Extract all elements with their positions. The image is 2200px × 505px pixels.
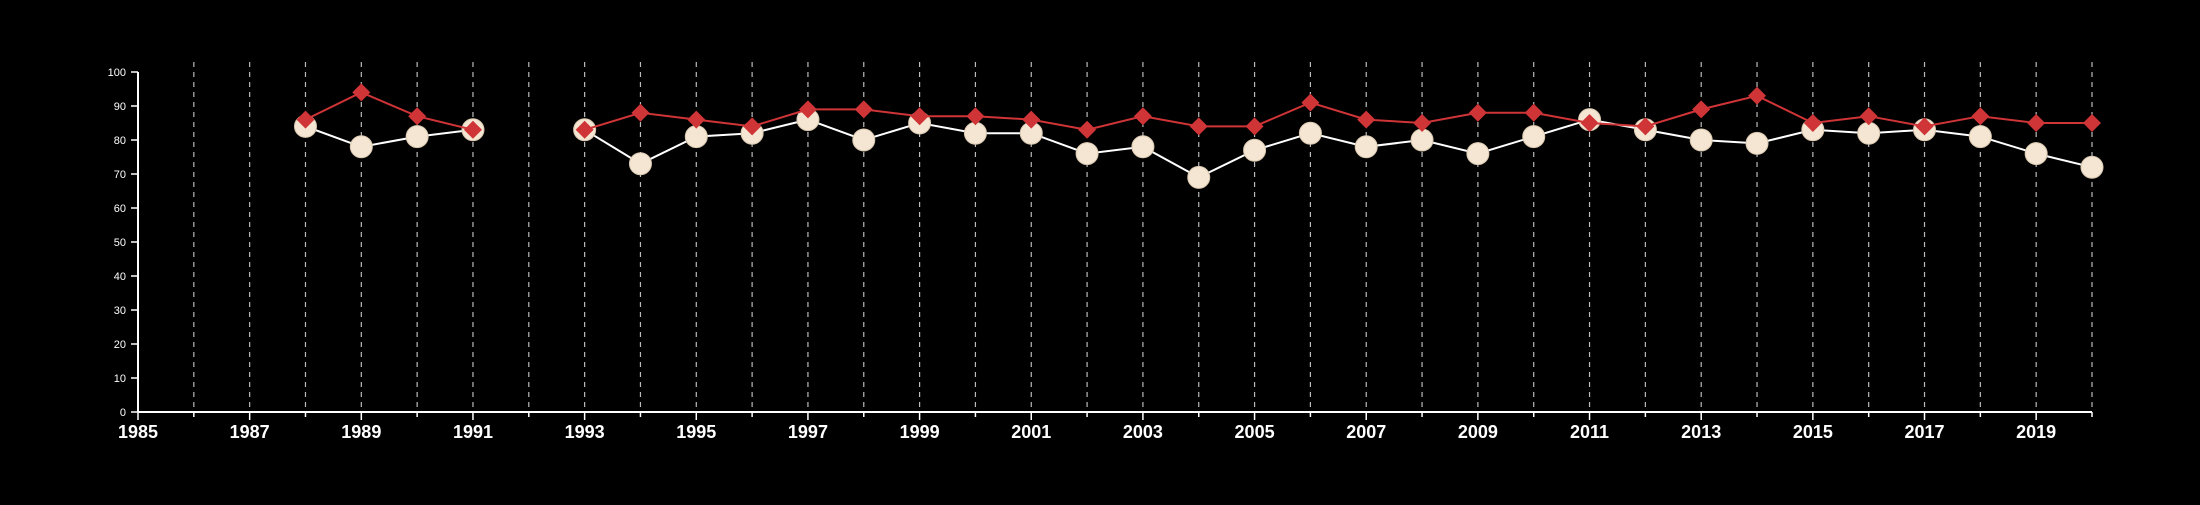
series-circles-point-2000 <box>963 121 987 145</box>
series-diamonds-point-1993 <box>575 120 594 139</box>
series-diamonds-point-2008 <box>1413 114 1432 132</box>
series-diamonds-point-1995 <box>687 110 706 129</box>
x-tick-label-1993: 1993 <box>565 422 605 442</box>
series-diamonds-point-2011 <box>1580 114 1599 132</box>
x-tick-label-1991: 1991 <box>453 422 493 442</box>
y-tick-label-0: 0 <box>120 407 126 419</box>
series-diamonds-point-2002 <box>1078 120 1097 139</box>
x-tick-label-1987: 1987 <box>230 422 270 442</box>
x-tick-label-2001: 2001 <box>1011 422 1051 442</box>
series-diamonds-point-2009 <box>1468 103 1487 122</box>
axes: 0 10 20 30 40 50 60 70 80 90 100 1985 1987 1989 1991 19… <box>108 67 2093 442</box>
series-diamonds-point-2012 <box>1636 117 1655 136</box>
series-diamonds-point-1994 <box>631 103 650 122</box>
x-tick-label-2017: 2017 <box>1904 422 1944 442</box>
x-tick-label-2013: 2013 <box>1681 422 1721 442</box>
series-diamonds-point-2016 <box>1859 107 1878 126</box>
series-diamonds-line-segment-0 <box>305 91 474 131</box>
series-diamonds-point-1991 <box>463 120 482 139</box>
x-tick-label-2011: 2011 <box>1570 422 1609 442</box>
y-tick-label-50: 50 <box>114 237 126 249</box>
series-circles-point-2019 <box>2024 142 2048 166</box>
series-circles-point-2006 <box>1298 121 1322 145</box>
series-diamonds <box>296 83 2101 139</box>
series-diamonds-point-2010 <box>1524 103 1543 122</box>
x-tick-label-1989: 1989 <box>341 422 381 442</box>
series-circles-point-1994 <box>628 152 652 176</box>
series-diamonds-point-2004 <box>1189 117 1208 136</box>
y-tick-label-30: 30 <box>114 305 126 317</box>
series-circles-point-2004 <box>1187 165 1211 189</box>
series-diamonds-point-1999 <box>910 107 929 126</box>
x-tick-label-2015: 2015 <box>1793 422 1833 442</box>
series-circles-point-2016 <box>1857 121 1881 145</box>
series-circles-point-1998 <box>852 128 876 152</box>
series-diamonds-point-2019 <box>2027 114 2046 132</box>
series-diamonds-point-2013 <box>1692 100 1711 119</box>
series-diamonds-point-2003 <box>1133 107 1152 126</box>
series-diamonds-point-2005 <box>1245 117 1264 136</box>
series-circles-point-2020 <box>2080 155 2104 179</box>
x-tick-label-2009: 2009 <box>1458 422 1498 442</box>
x-tick-label-2019: 2019 <box>2016 422 2056 442</box>
series-circles-point-2013 <box>1689 128 1713 152</box>
series-diamonds-line-segment-1 <box>584 94 2092 131</box>
series-diamonds-point-2001 <box>1022 110 1041 129</box>
series-circles-line-segment-1 <box>584 118 2093 179</box>
series-diamonds-point-2018 <box>1971 107 1990 126</box>
gridlines <box>193 62 2093 412</box>
x-tick-label-2003: 2003 <box>1123 422 1163 442</box>
series-diamonds-point-1997 <box>798 100 817 119</box>
series-circles-point-1989 <box>349 135 373 159</box>
series-circles-point-2009 <box>1466 142 1490 166</box>
series-diamonds-point-1989 <box>352 83 371 102</box>
series-diamonds-point-2015 <box>1803 114 1822 132</box>
y-tick-label-40: 40 <box>114 271 126 283</box>
series-circles-point-2003 <box>1131 135 1155 159</box>
series-layer <box>293 83 2104 189</box>
series-diamonds-point-1996 <box>743 117 762 136</box>
series-circles-point-1995 <box>684 125 708 149</box>
series-circles-point-2008 <box>1410 128 1434 152</box>
series-circles-point-2005 <box>1243 138 1267 162</box>
series-diamonds-point-2000 <box>966 107 985 126</box>
series-circles-point-2014 <box>1745 131 1769 155</box>
x-tick-label-1995: 1995 <box>676 422 716 442</box>
series-diamonds-point-2020 <box>2083 114 2101 132</box>
x-tick-label-1999: 1999 <box>900 422 940 442</box>
series-circles-point-2018 <box>1968 125 1992 149</box>
x-tick-label-1985: 1985 <box>118 422 158 442</box>
x-tick-label-2005: 2005 <box>1235 422 1275 442</box>
y-tick-label-100: 100 <box>108 67 126 79</box>
series-circles-line-segment-0 <box>305 125 474 148</box>
y-tick-label-10: 10 <box>114 373 126 385</box>
y-tick-label-60: 60 <box>114 203 126 215</box>
series-circles-point-2007 <box>1354 135 1378 159</box>
series-circles-point-2002 <box>1075 142 1099 166</box>
series-circles-point-1990 <box>405 125 429 149</box>
series-diamonds-point-2006 <box>1301 93 1320 112</box>
series-diamonds-point-2007 <box>1357 110 1376 129</box>
x-tick-label-2007: 2007 <box>1346 422 1386 442</box>
series-diamonds-point-1988 <box>296 110 315 129</box>
series-diamonds-point-1990 <box>408 107 427 126</box>
series-diamonds-point-1998 <box>854 100 873 119</box>
y-tick-label-90: 90 <box>114 101 126 113</box>
y-tick-label-80: 80 <box>114 135 126 147</box>
series-circles-point-2010 <box>1522 125 1546 149</box>
y-tick-label-20: 20 <box>114 339 126 351</box>
series-diamonds-point-2014 <box>1748 86 1767 105</box>
series-diamonds-point-2017 <box>1915 117 1934 136</box>
y-tick-label-70: 70 <box>114 169 126 181</box>
x-tick-label-1997: 1997 <box>788 422 828 442</box>
